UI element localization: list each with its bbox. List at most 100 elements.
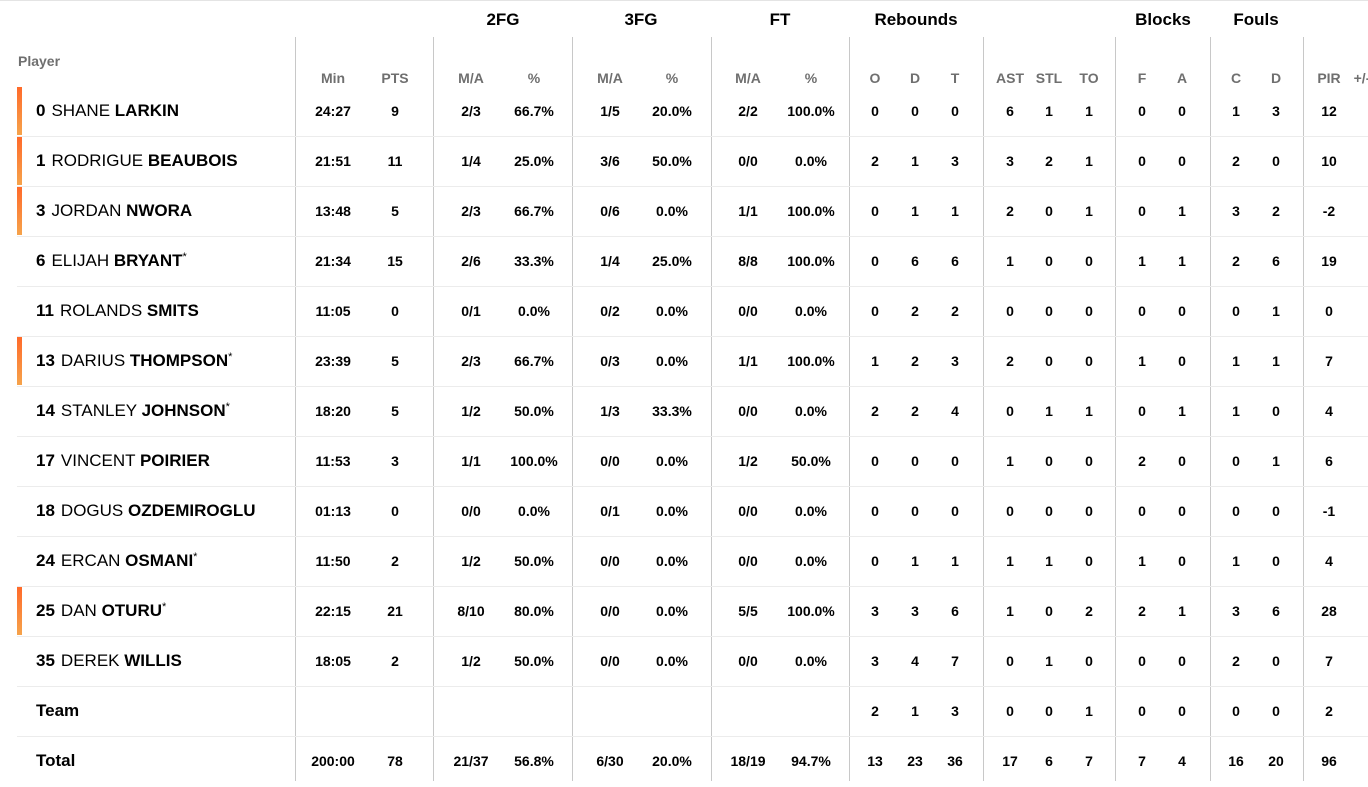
stat-cell: 13: [867, 753, 883, 769]
player-name[interactable]: 0 SHANE LARKIN: [36, 101, 179, 121]
player-row[interactable]: 14 STANLEY JOHNSON* 18:20 5 1/2 50.0% 1/3 33.3%…: [17, 387, 1368, 437]
player-last-name: WILLIS: [124, 651, 182, 670]
stat-cell: 0: [1232, 703, 1240, 719]
stat-cell: 78: [387, 753, 403, 769]
stat-cell: 1: [951, 203, 959, 219]
stat-cell: 33.3%: [652, 403, 692, 419]
stat-cell: 0: [1138, 703, 1146, 719]
player-name[interactable]: 24 ERCAN OSMANI*: [36, 551, 197, 571]
stat-cell: 3: [911, 603, 919, 619]
player-row[interactable]: 24 ERCAN OSMANI* 11:50 2 1/2 50.0% 0/0 0.0% 0/0 0…: [17, 537, 1368, 587]
stat-cell: 2: [911, 303, 919, 319]
stat-cell: 0: [1138, 653, 1146, 669]
stat-cell: 0/0: [600, 603, 620, 619]
stat-cell: 7: [1325, 653, 1333, 669]
stat-cell: 1: [1006, 553, 1014, 569]
stat-cell: 12: [1321, 103, 1337, 119]
stat-cell: 0/0: [600, 453, 620, 469]
stat-cell: 0/0: [738, 653, 758, 669]
stat-cell: 66.7%: [514, 353, 554, 369]
stat-cell: 1: [1232, 403, 1240, 419]
group-header: 2FG: [486, 10, 520, 29]
stat-cell: 1: [911, 203, 919, 219]
player-row[interactable]: 18 DOGUS OZDEMIROGLU 01:13 0 0/0 0.0% 0/1 0.0% 0…: [17, 487, 1368, 537]
stat-cell: 2: [951, 303, 959, 319]
stat-cell: 4: [1178, 753, 1186, 769]
stat-cell: 1: [1085, 103, 1093, 119]
player-name[interactable]: 3 JORDAN NWORA: [36, 201, 192, 221]
stat-cell: 6: [1045, 753, 1053, 769]
player-first-name: JORDAN: [51, 201, 122, 220]
stat-cell: 8/10: [457, 603, 485, 619]
player-row[interactable]: 0 SHANE LARKIN 24:27 9 2/3 66.7% 1/5 20.0% 2/2 10…: [17, 87, 1368, 137]
player-last-name: LARKIN: [114, 101, 179, 120]
stat-cell: 3: [1006, 153, 1014, 169]
player-name[interactable]: 6 ELIJAH BRYANT*: [36, 251, 187, 271]
stat-cell: 18/19: [730, 753, 766, 769]
player-name[interactable]: 17 VINCENT POIRIER: [36, 451, 210, 471]
stat-cell: 66.7%: [514, 103, 554, 119]
stat-cell: 100.0%: [787, 603, 835, 619]
row-divider: [17, 586, 1368, 587]
stat-cell: 4: [1325, 553, 1333, 569]
column-header: D: [909, 70, 921, 86]
stat-cell: 8/8: [738, 253, 758, 269]
stat-cell: 20: [1268, 753, 1284, 769]
player-name[interactable]: 35 DEREK WILLIS: [36, 651, 182, 671]
stat-cell: 0/0: [738, 553, 758, 569]
stat-cell: 9: [391, 103, 399, 119]
stat-cell: 0.0%: [656, 353, 688, 369]
column-header: %: [527, 70, 541, 86]
stat-cell: 0.0%: [795, 153, 827, 169]
stat-cell: 1: [1085, 403, 1093, 419]
column-header: %: [804, 70, 818, 86]
column-header: AST: [996, 70, 1024, 86]
player-name[interactable]: 25 DAN OTURU*: [36, 601, 166, 621]
player-row[interactable]: 13 DARIUS THOMPSON* 23:39 5 2/3 66.7% 0/3 0.0% 1…: [17, 337, 1368, 387]
player-name[interactable]: 1 RODRIGUE BEAUBOIS: [36, 151, 238, 171]
player-number: 6: [36, 251, 46, 270]
team-row: Team 2 1 3 0 0 1 0 0 0 0 2: [17, 687, 1368, 737]
player-row[interactable]: 6 ELIJAH BRYANT* 21:34 15 2/6 33.3% 1/4 25.0% 8/…: [17, 237, 1368, 287]
stat-cell: 3: [951, 703, 959, 719]
stat-cell: 0/1: [461, 303, 481, 319]
stat-cell: 1: [1045, 103, 1053, 119]
stat-cell: 1: [1045, 553, 1053, 569]
stat-cell: 1/3: [600, 403, 620, 419]
stat-cell: 2/6: [461, 253, 481, 269]
player-row[interactable]: 35 DEREK WILLIS 18:05 2 1/2 50.0% 0/0 0.0% 0/0 0.…: [17, 637, 1368, 687]
player-row[interactable]: 17 VINCENT POIRIER 11:53 3 1/1 100.0% 0/0 0.0% 1…: [17, 437, 1368, 487]
stat-cell: 1: [1232, 103, 1240, 119]
stat-cell: 0/0: [738, 503, 758, 519]
stat-cell: 0: [1272, 403, 1280, 419]
stat-cell: 11:53: [315, 453, 351, 469]
player-name[interactable]: 13 DARIUS THOMPSON*: [36, 351, 232, 371]
stat-cell: 0: [871, 503, 879, 519]
player-row[interactable]: 1 RODRIGUE BEAUBOIS 21:51 11 1/4 25.0% 3/6 50.0…: [17, 137, 1368, 187]
player-row[interactable]: 3 JORDAN NWORA 13:48 5 2/3 66.7% 0/6 0.0% 1/1 100…: [17, 187, 1368, 237]
player-row[interactable]: 11 ROLANDS SMITS 11:05 0 0/1 0.0% 0/2 0.0% 0/0 0.…: [17, 287, 1368, 337]
player-name[interactable]: 18 DOGUS OZDEMIROGLU: [36, 501, 256, 521]
player-row[interactable]: 25 DAN OTURU* 22:15 21 8/10 80.0% 0/0 0.0% 5/5 10…: [17, 587, 1368, 637]
stat-cell: 0: [1178, 453, 1186, 469]
stat-cell: 11: [387, 153, 403, 169]
stat-cell: 6: [1325, 453, 1333, 469]
stat-cell: 2: [1085, 603, 1093, 619]
stat-cell: 0: [1045, 253, 1053, 269]
stat-cell: 0.0%: [656, 603, 688, 619]
stat-cell: 2: [1138, 453, 1146, 469]
player-name[interactable]: 14 STANLEY JOHNSON*: [36, 401, 230, 421]
stat-cell: 200:00: [311, 753, 355, 769]
stat-cell: 1: [1006, 253, 1014, 269]
column-divider: [849, 37, 850, 781]
player-name[interactable]: 11 ROLANDS SMITS: [36, 301, 199, 321]
team-label: Team: [36, 701, 80, 720]
player-first-name: ROLANDS: [59, 301, 143, 320]
stat-cell: 7: [951, 653, 959, 669]
stat-cell: 19: [1321, 253, 1337, 269]
stat-cell: 0/0: [600, 553, 620, 569]
stat-cell: 0: [1272, 503, 1280, 519]
stat-cell: 50.0%: [652, 153, 692, 169]
stat-cell: 1/4: [461, 153, 481, 169]
